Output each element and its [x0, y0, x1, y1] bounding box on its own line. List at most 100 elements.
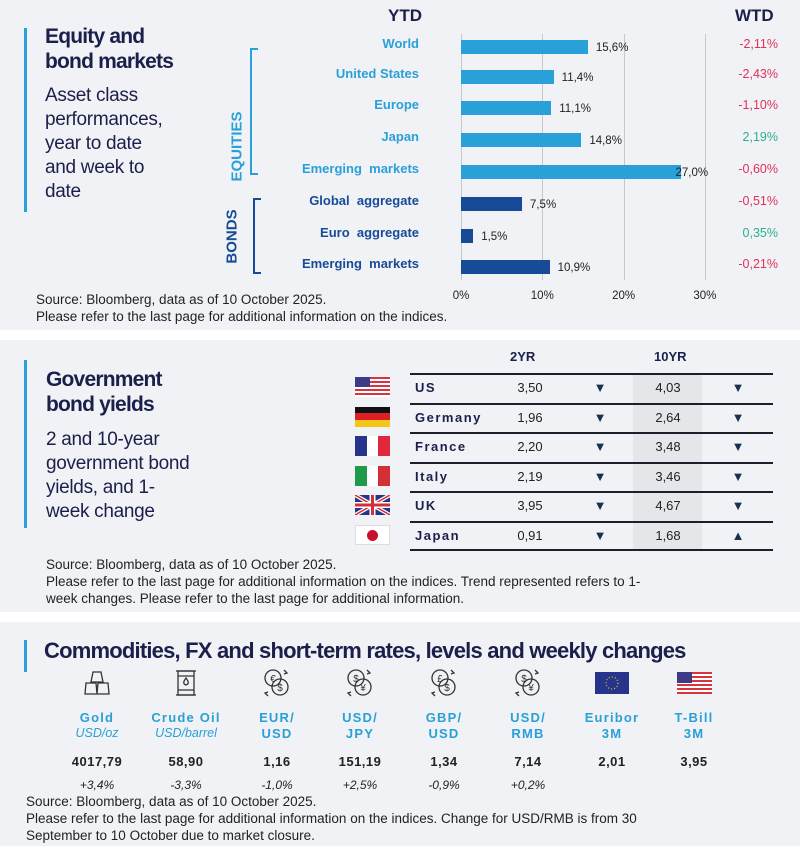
- country-name: UK: [415, 498, 437, 514]
- currency-exchange-icon: $ ¥: [318, 666, 402, 700]
- value-label: 10,9%: [557, 262, 591, 274]
- country-name: Japan: [415, 528, 461, 543]
- wtd-header: WTD: [735, 6, 774, 25]
- market-item: Crude Oil USD/barrel 58,90 -3,3%: [144, 666, 228, 792]
- item-label-line2: 3M: [601, 726, 623, 741]
- 10yr-yield: 3,46: [655, 468, 681, 484]
- arrow-down-icon: ▼: [593, 380, 607, 395]
- category-label: Europe: [374, 97, 419, 112]
- item-label-line2: JPY: [345, 726, 375, 741]
- commodities-section: Commodities, FX and short-term rates, le…: [0, 622, 800, 846]
- 10yr-yield: 2,64: [655, 409, 681, 425]
- x-tick-label: 30%: [693, 290, 717, 302]
- 2yr-header: 2YR: [510, 349, 536, 364]
- section-subtitle: 2 and 10-year government bond yields, and …: [46, 429, 190, 522]
- gold-bars-icon: [55, 666, 139, 700]
- svg-text:€: €: [270, 674, 276, 685]
- value-label: 7,5%: [529, 199, 557, 211]
- market-item: Euribor 3M 2,01: [570, 666, 654, 769]
- 2yr-yield: 3,95: [517, 498, 543, 514]
- market-item: $ ¥ USD/RMB 7,14 +0,2%: [486, 666, 570, 792]
- equity-bond-section: Equity and bond markets Asset class perfor…: [0, 0, 800, 330]
- france-flag-icon: [355, 436, 390, 457]
- svg-text:¥: ¥: [527, 683, 534, 694]
- country-name: Italy: [415, 468, 449, 484]
- source-text: Source: Bloomberg, data as of 10 October…: [36, 292, 448, 324]
- category-label: Euro aggregate: [320, 225, 419, 240]
- bonds-bracket: [253, 198, 261, 274]
- market-item: Gold USD/oz 4017,79 +3,4%: [55, 666, 139, 792]
- us-flag-icon: [355, 377, 390, 397]
- 10yr-yield: 1,68: [655, 528, 681, 543]
- market-item: £ $ GBP/USD 1,34 -0,9%: [402, 666, 486, 792]
- item-change: -0,9%: [428, 778, 460, 792]
- wtd-value: -0,51%: [738, 194, 778, 208]
- market-item: $ ¥ USD/JPY 151,19 +2,5%: [318, 666, 402, 792]
- 10yr-yield: 3,48: [655, 439, 681, 455]
- item-label: Euribor: [584, 710, 640, 725]
- section-title: Commodities, FX and short-term rates, le…: [44, 638, 686, 663]
- item-change: -3,3%: [170, 778, 202, 792]
- oil-barrel-icon: [144, 666, 228, 700]
- row-divider: [410, 373, 773, 375]
- value-label: 15,6%: [595, 42, 629, 54]
- item-value: 4017,79: [71, 754, 123, 769]
- value-label: 1,5%: [481, 231, 508, 243]
- category-label: United States: [335, 66, 419, 81]
- item-value: 151,19: [338, 754, 382, 769]
- arrow-down-icon: ▼: [593, 468, 607, 484]
- source-text: Source: Bloomberg, data as of 10 October…: [46, 557, 641, 606]
- item-label: USD/: [510, 710, 546, 725]
- x-tick-label: 10%: [530, 290, 554, 302]
- arrow-down-icon: ▼: [593, 409, 607, 425]
- accent-bar: [24, 360, 27, 528]
- market-item: T-Bill 3M 3,95: [652, 666, 736, 769]
- 10yr-header: 10YR: [654, 349, 687, 364]
- wtd-value: -2,11%: [739, 37, 778, 51]
- gov-bond-section: Government bond yields 2 and 10-year gover…: [0, 340, 800, 612]
- gridline: [623, 34, 625, 280]
- 2yr-yield: 3,50: [517, 380, 543, 395]
- category-label: Global aggregate: [309, 193, 419, 208]
- 10yr-yield: 4,67: [655, 498, 681, 514]
- arrow-down-icon: ▼: [731, 498, 745, 514]
- 2yr-yield: 1,96: [517, 409, 543, 425]
- wtd-value: -2,43%: [738, 67, 778, 81]
- item-label: EUR/: [259, 710, 295, 725]
- currency-exchange-icon: £ $: [402, 666, 486, 700]
- bar: [461, 70, 554, 84]
- 10yr-yield: 4,03: [655, 380, 681, 395]
- wtd-value: 2,19%: [742, 130, 778, 144]
- gridline: [542, 34, 544, 280]
- svg-text:$: $: [277, 683, 283, 694]
- svg-text:$: $: [353, 674, 359, 685]
- wtd-value: -0,21%: [738, 257, 778, 271]
- bar: [461, 40, 588, 54]
- wtd-value: -0,60%: [738, 162, 778, 176]
- japan-flag-icon: [355, 525, 390, 545]
- arrow-down-icon: ▼: [593, 498, 607, 514]
- row-divider: [410, 548, 773, 551]
- market-item: € $ EUR/USD 1,16 -1,0%: [235, 666, 319, 792]
- gridline: [461, 34, 462, 280]
- item-label: Crude Oil: [151, 710, 221, 725]
- arrow-down-icon: ▼: [731, 409, 745, 425]
- arrow-down-icon: ▼: [593, 439, 607, 455]
- bar: [461, 133, 582, 147]
- value-label: 14,8%: [589, 135, 622, 147]
- equities-bracket: [250, 48, 258, 175]
- 2yr-yield: 2,20: [517, 439, 543, 455]
- gridline: [704, 34, 706, 280]
- accent-bar: [24, 28, 27, 212]
- source-text: Source: Bloomberg, data as of 10 October…: [26, 794, 637, 843]
- item-label: Gold: [79, 710, 115, 725]
- bar: [461, 165, 681, 179]
- bar: [461, 197, 522, 211]
- item-value: 58,90: [168, 754, 204, 769]
- item-change: -1,0%: [261, 778, 293, 792]
- country-name: France: [415, 439, 467, 455]
- germany-flag-icon: [355, 406, 390, 427]
- item-unit: USD/oz: [75, 726, 119, 740]
- ytd-header: YTD: [388, 6, 422, 25]
- section-subtitle: Asset class performances, year to date and …: [45, 85, 163, 202]
